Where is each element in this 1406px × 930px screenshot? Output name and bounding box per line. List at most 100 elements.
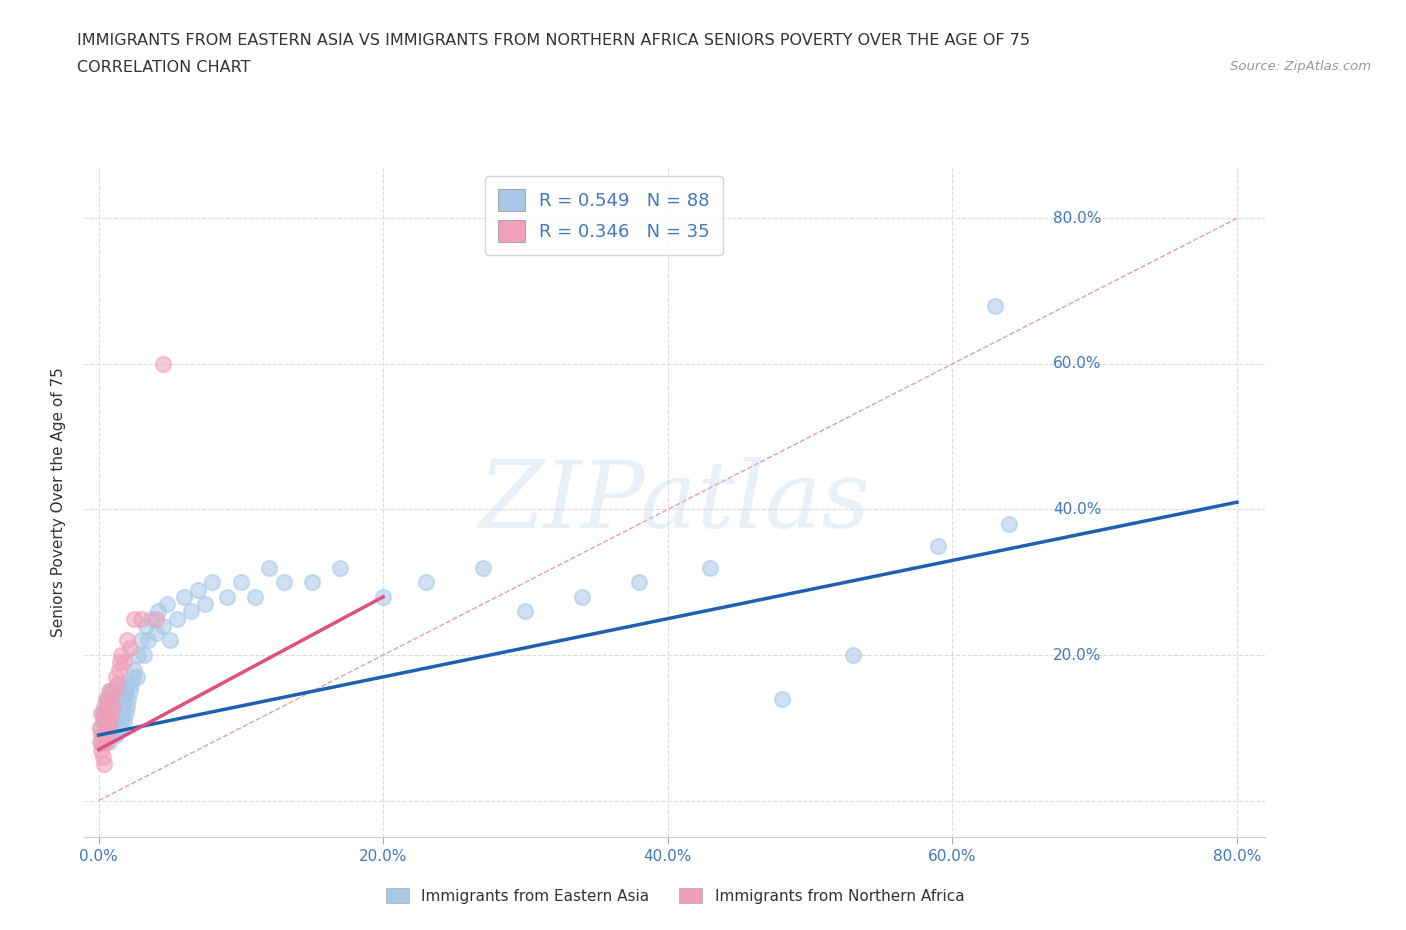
Text: 40.0%: 40.0% (1053, 502, 1101, 517)
Point (90, 742, 112, 757)
Point (107, 691, 129, 706)
Point (111, 684, 134, 698)
Point (101, 713, 124, 728)
Point (96, 713, 118, 728)
Point (98, 713, 121, 728)
Point (156, 597, 179, 612)
Text: 80.0%: 80.0% (1053, 211, 1101, 226)
Point (104, 706, 127, 721)
Point (94, 691, 117, 706)
Legend: Immigrants from Eastern Asia, Immigrants from Northern Africa: Immigrants from Eastern Asia, Immigrants… (380, 882, 970, 910)
Point (104, 670, 127, 684)
Point (125, 670, 148, 684)
Point (94, 735, 117, 750)
Y-axis label: Seniors Poverty Over the Age of 75: Seniors Poverty Over the Age of 75 (51, 367, 66, 637)
Point (108, 698, 131, 713)
Point (105, 721, 128, 736)
Point (114, 684, 136, 698)
Point (93, 706, 115, 721)
Point (115, 698, 138, 713)
Point (100, 721, 122, 736)
Point (103, 721, 125, 736)
Point (91, 713, 114, 728)
Point (103, 698, 125, 713)
Point (373, 590, 395, 604)
Point (152, 356, 174, 371)
Point (110, 713, 132, 728)
Point (100, 706, 122, 721)
Point (96, 727, 118, 742)
Point (243, 590, 266, 604)
Point (122, 611, 145, 626)
Point (259, 560, 281, 575)
Point (842, 647, 865, 662)
Point (122, 662, 145, 677)
Point (94, 713, 117, 728)
Point (111, 706, 134, 721)
Point (91, 750, 114, 764)
Point (145, 626, 167, 641)
Point (571, 590, 593, 604)
Point (98, 684, 121, 698)
Point (104, 727, 127, 742)
Point (105, 677, 128, 692)
Point (101, 691, 124, 706)
Point (415, 575, 437, 590)
Point (129, 611, 152, 626)
Point (115, 633, 138, 648)
Point (100, 684, 122, 698)
Point (103, 684, 125, 698)
Point (134, 647, 156, 662)
Point (273, 575, 295, 590)
Point (100, 706, 122, 721)
Point (770, 691, 793, 706)
Point (138, 633, 160, 648)
Point (201, 575, 224, 590)
Point (118, 684, 141, 698)
Point (97, 721, 120, 736)
Point (229, 575, 252, 590)
Point (101, 727, 124, 742)
Text: 20.0%: 20.0% (1053, 647, 1101, 662)
Point (628, 575, 651, 590)
Point (515, 604, 537, 618)
Point (94, 706, 117, 721)
Point (91, 727, 114, 742)
Point (90, 735, 112, 750)
Point (97, 684, 120, 698)
Point (301, 575, 323, 590)
Text: IMMIGRANTS FROM EASTERN ASIA VS IMMIGRANTS FROM NORTHERN AFRICA SENIORS POVERTY : IMMIGRANTS FROM EASTERN ASIA VS IMMIGRAN… (77, 33, 1031, 47)
Point (984, 299, 1007, 313)
Point (120, 677, 142, 692)
Point (145, 611, 167, 626)
Point (91, 735, 114, 750)
Point (107, 713, 129, 728)
Point (89, 735, 111, 750)
Point (93, 698, 115, 713)
Point (127, 647, 149, 662)
Point (110, 647, 132, 662)
Point (129, 633, 152, 648)
Point (166, 611, 188, 626)
Point (89, 721, 111, 736)
Text: 60.0%: 60.0% (1053, 356, 1101, 371)
Point (173, 590, 195, 604)
Point (135, 618, 157, 633)
Point (94, 721, 117, 736)
Point (101, 698, 124, 713)
Point (108, 721, 131, 736)
Point (97, 735, 120, 750)
Point (180, 604, 202, 618)
Point (699, 560, 721, 575)
Point (90, 706, 112, 721)
Point (117, 691, 139, 706)
Point (93, 727, 115, 742)
Point (159, 633, 181, 648)
Point (105, 698, 128, 713)
Point (97, 721, 120, 736)
Point (112, 713, 135, 728)
Point (112, 655, 135, 670)
Point (215, 590, 238, 604)
Point (110, 691, 132, 706)
Point (108, 677, 131, 692)
